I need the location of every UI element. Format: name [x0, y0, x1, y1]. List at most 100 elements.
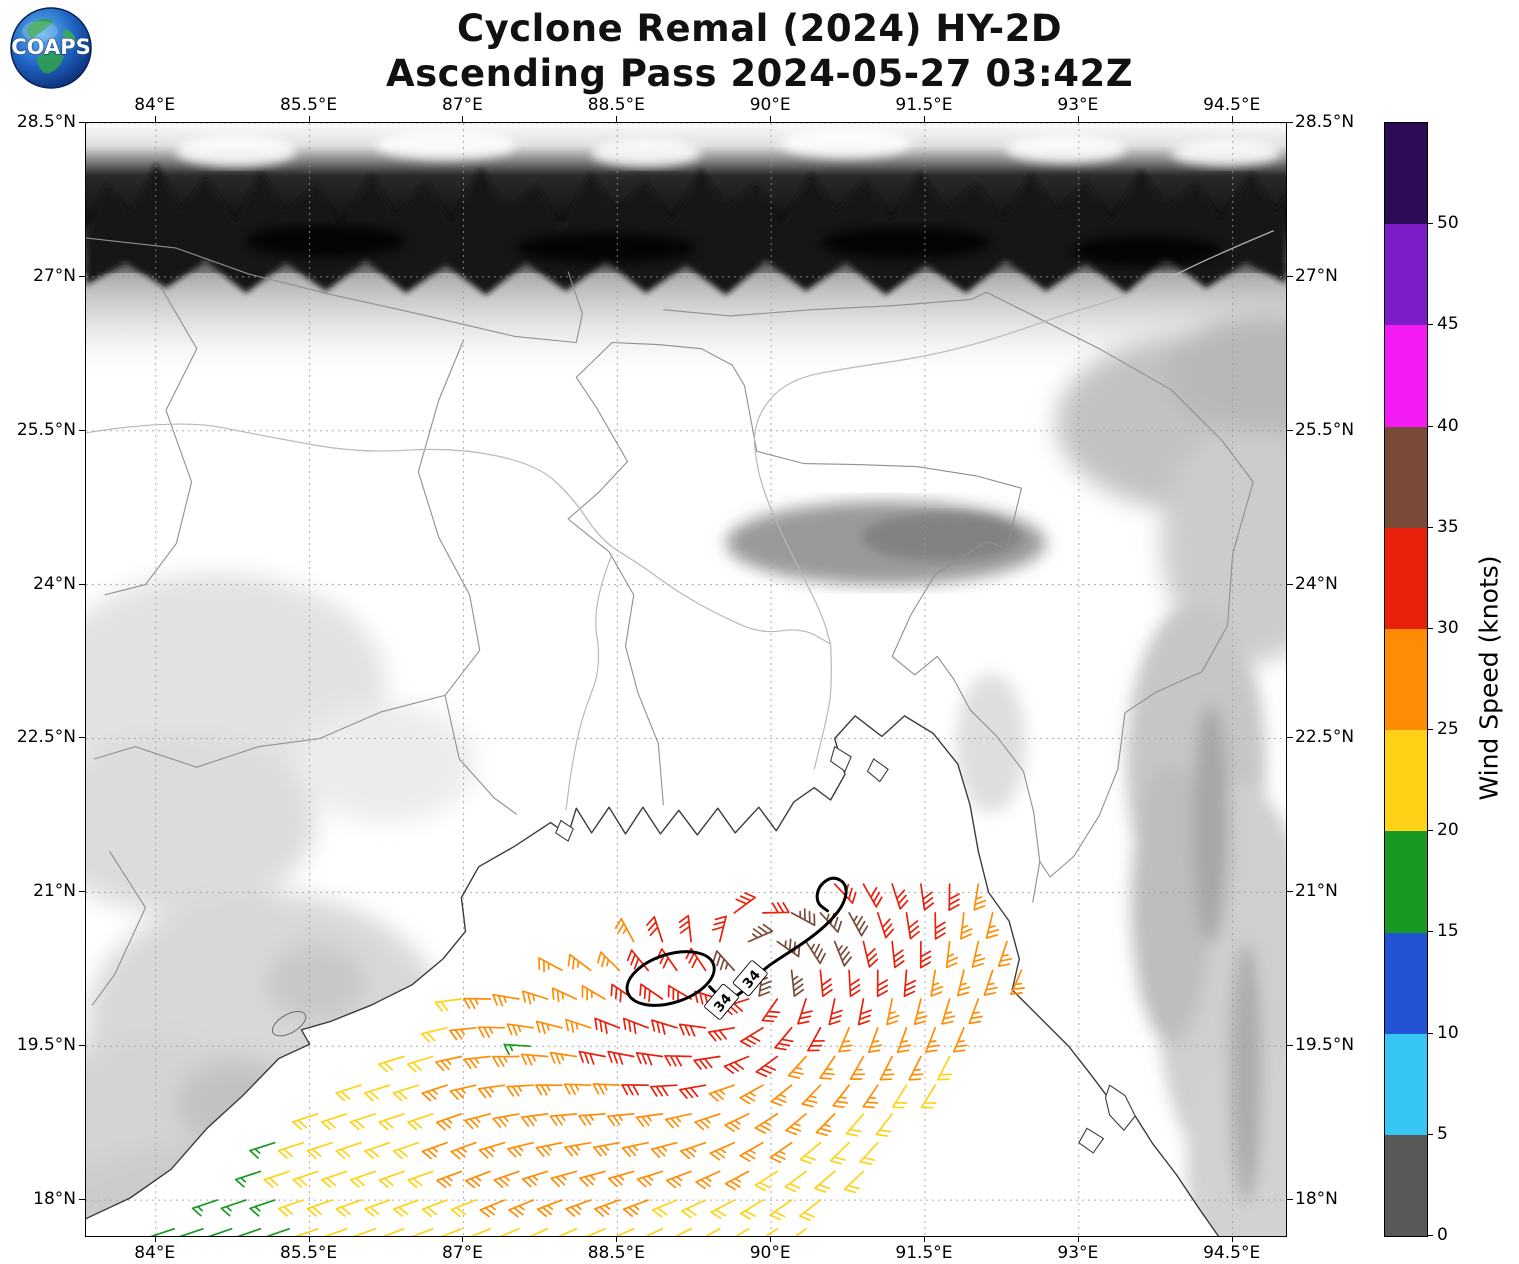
wind-barb: [435, 1113, 463, 1131]
wind-barb: [558, 1227, 578, 1236]
colorbar-tick-label: 35: [1437, 516, 1459, 537]
island: [1078, 1127, 1105, 1154]
wind-barb: [680, 1141, 707, 1160]
lat-tick-label-right: 18°N: [1295, 1189, 1338, 1210]
colorbar-tick-mark: [1427, 1133, 1433, 1135]
wind-barb: [948, 883, 960, 911]
wind-barb: [709, 1141, 736, 1161]
colorbar-tick-label: 50: [1437, 213, 1459, 234]
axis-tick-mark: [923, 1236, 925, 1242]
wind-barb: [378, 1113, 405, 1131]
border-line: [663, 291, 987, 317]
wind-barb: [407, 1170, 434, 1189]
wind-barb: [594, 1199, 621, 1217]
wind-barb: [292, 1113, 319, 1131]
wind-barb: [535, 1020, 563, 1035]
wind-barb: [920, 883, 935, 911]
wind-barb: [934, 912, 946, 940]
wind-barb: [449, 1084, 477, 1100]
wind-barb: [747, 923, 774, 943]
lat-tick-label-right: 25.5°N: [1295, 419, 1355, 440]
wind-barb: [178, 1227, 204, 1236]
wind-barb: [769, 1199, 793, 1221]
colorbar-band: [1385, 1033, 1427, 1135]
colorbar-tick-mark: [1427, 729, 1433, 731]
border-line: [94, 694, 446, 768]
wind-barb: [704, 1227, 721, 1236]
wind-barb: [450, 1141, 477, 1160]
wind-barb: [710, 1199, 736, 1219]
wind-barb: [564, 1141, 592, 1157]
axis-tick-mark: [79, 429, 85, 431]
wind-barb: [790, 969, 805, 998]
wind-barb: [450, 1199, 477, 1218]
wind-barb: [829, 1141, 850, 1165]
wind-barb: [549, 1051, 578, 1065]
wind-barb: [694, 1113, 721, 1131]
axis-tick-mark: [1231, 1236, 1233, 1242]
graticule-gridlines: [86, 123, 1286, 1236]
wind-barb: [635, 1052, 664, 1066]
colorbar-band: [1385, 932, 1427, 1034]
wind-barb: [819, 912, 843, 933]
lat-tick-label-right: 27°N: [1295, 265, 1338, 286]
colorbar-band: [1385, 730, 1427, 832]
axis-tick-mark: [308, 1236, 310, 1242]
wind-barb: [896, 1026, 912, 1054]
wind-barb: [891, 1084, 908, 1109]
lon-tick-label-top: 87°E: [441, 95, 483, 115]
wind-barb: [755, 1055, 779, 1078]
lon-tick-label-top: 85.5°E: [280, 95, 338, 115]
wind-barb: [754, 1113, 779, 1134]
wind-barb: [867, 1026, 883, 1054]
colorbar-band: [1385, 1134, 1427, 1237]
wind-barb: [1010, 969, 1025, 996]
wind-barb: [646, 916, 664, 943]
wind-barb: [678, 1023, 707, 1037]
wind-barb: [639, 983, 664, 1003]
wind-barb: [335, 1199, 362, 1217]
colorbar-band: [1385, 426, 1427, 528]
wind-barb: [644, 1227, 664, 1236]
wind-barb: [845, 1113, 865, 1137]
lat-tick-label-left: 22.5°N: [16, 727, 76, 748]
wind-barb: [470, 1227, 491, 1236]
wind-barb: [832, 1084, 850, 1109]
colorbar-tick-mark: [1427, 1235, 1433, 1236]
wind-barb: [614, 917, 635, 943]
wind-barb: [499, 1227, 520, 1236]
colorbar-label: Wind Speed (knots): [1474, 555, 1504, 801]
wind-barb: [392, 1141, 420, 1160]
wind-barb: [785, 1113, 807, 1136]
title-block: Cyclone Remal (2024) HY-2D Ascending Pas…: [0, 6, 1519, 96]
colorbar-tick-label: 5: [1437, 1123, 1448, 1144]
wind-barb: [520, 1113, 549, 1127]
wind-barb: [441, 1227, 463, 1236]
wind-barb: [306, 1141, 334, 1159]
colorbar-tick-label: 30: [1437, 617, 1459, 638]
logo-text: COAPS: [11, 35, 90, 59]
wind-barb: [421, 1141, 448, 1160]
island: [829, 745, 852, 773]
wind-barb: [335, 1141, 362, 1160]
lon-tick-label-top: 94.5°E: [1203, 95, 1261, 115]
lat-tick-label-left: 18°N: [33, 1189, 76, 1210]
wind-barb: [919, 940, 932, 969]
wind-barb: [529, 1227, 549, 1236]
wind-barb: [622, 1199, 649, 1218]
lon-tick-label-top: 93°E: [1057, 95, 1099, 115]
wind-barb: [249, 1141, 276, 1159]
wind-barb: [886, 998, 900, 1026]
wind-barb: [973, 883, 987, 911]
wind-barb: [762, 902, 790, 914]
wind-barb: [265, 1227, 290, 1236]
wind-barb: [353, 1227, 377, 1236]
wind-barb: [538, 957, 563, 973]
border-line: [444, 649, 518, 815]
wind-barb: [191, 1199, 219, 1217]
colorbar: [1384, 122, 1428, 1237]
wind-barb: [848, 969, 861, 998]
wind-barb: [407, 1113, 434, 1131]
colorbar-tick-label: 45: [1437, 314, 1459, 335]
